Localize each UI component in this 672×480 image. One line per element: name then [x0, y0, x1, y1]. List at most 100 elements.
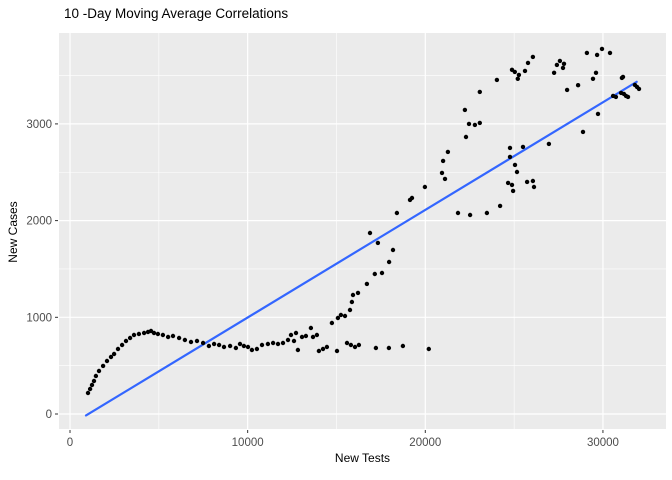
scatter-point	[551, 70, 557, 76]
plot-panel	[59, 33, 666, 429]
scatter-point	[379, 270, 385, 276]
scatter-point	[93, 373, 99, 379]
scatter-point	[422, 184, 428, 190]
x-tick-label: 30000	[587, 437, 619, 449]
scatter-point	[510, 188, 516, 194]
scatter-point	[472, 122, 478, 128]
scatter-point	[594, 52, 600, 58]
scatter-point	[522, 68, 528, 74]
scatter-point	[561, 61, 567, 66]
scatter-point	[584, 50, 590, 56]
scatter-point	[390, 247, 396, 253]
scatter-point	[160, 332, 166, 338]
scatter-point	[613, 94, 619, 100]
scatter-point	[497, 203, 503, 209]
scatter-point	[108, 354, 114, 360]
scatter-point	[546, 141, 552, 147]
scatter-point	[367, 230, 373, 236]
scatter-point	[334, 348, 340, 354]
scatter-point	[280, 340, 286, 346]
scatter-point	[344, 340, 350, 346]
x-axis-title: New Tests	[334, 451, 391, 465]
scatter-point	[85, 390, 91, 396]
scatter-point	[165, 334, 171, 340]
scatter-point	[440, 158, 446, 164]
scatter-point	[221, 344, 227, 350]
scatter-point	[625, 94, 631, 100]
scatter-point	[505, 180, 511, 186]
scatter-point	[155, 331, 161, 337]
scatter-point	[467, 212, 473, 218]
scatter-point	[394, 210, 400, 216]
scatter-point	[560, 65, 566, 71]
scatter-point	[170, 333, 176, 339]
scatter-point	[426, 346, 431, 352]
scatter-point	[352, 344, 358, 350]
x-tick-label: 0	[67, 437, 73, 449]
scatter-point	[575, 83, 581, 88]
scatter-point	[593, 70, 599, 76]
scatter-point	[356, 342, 362, 348]
scatter-point	[507, 154, 513, 160]
scatter-point	[136, 331, 142, 337]
scatter-point	[590, 76, 596, 82]
scatter-point	[507, 145, 513, 151]
scatter-point	[595, 111, 601, 117]
scatter-point	[375, 240, 381, 246]
scatter-point	[348, 342, 354, 348]
scatter-point	[620, 74, 626, 80]
scatter-point	[182, 337, 188, 343]
scatter-point	[188, 339, 194, 345]
scatter-point	[515, 76, 520, 82]
scatter-point	[100, 363, 106, 369]
scatter-point	[216, 342, 222, 348]
scatter-point	[87, 386, 93, 392]
scatter-point	[237, 341, 243, 347]
scatter-point	[338, 312, 344, 318]
scatter-point	[455, 210, 461, 216]
scatter-point	[288, 332, 294, 338]
scatter-point	[329, 320, 335, 326]
scatter-point	[386, 259, 392, 265]
scatter-point	[409, 195, 415, 201]
scatter-point	[227, 343, 233, 349]
scatter-point	[270, 340, 276, 346]
scatter-point	[477, 89, 482, 95]
scatter-point	[245, 344, 251, 350]
scatter-point	[557, 58, 563, 64]
scatter-point	[350, 292, 356, 298]
scatter-point	[484, 210, 490, 216]
scatter-point	[259, 342, 265, 348]
scatter-point	[512, 162, 518, 168]
scatter-point	[320, 346, 326, 352]
scatter-point	[400, 343, 406, 349]
trend-line	[84, 80, 638, 417]
scatter-point	[349, 299, 355, 305]
scatter-point	[265, 341, 271, 347]
scatter-point	[494, 77, 500, 83]
scatter-point	[285, 337, 291, 343]
y-tick-label: 0	[46, 409, 52, 421]
scatter-point	[194, 338, 200, 344]
scatter-point	[111, 351, 117, 357]
y-tick-label: 3000	[26, 119, 52, 131]
scatter-point	[463, 134, 469, 140]
scatter-point	[299, 334, 305, 340]
scatter-point	[308, 325, 314, 331]
scatter-point	[291, 338, 297, 344]
scatter-point	[131, 332, 137, 338]
x-tick-label: 20000	[409, 437, 441, 449]
scatter-point	[115, 346, 121, 352]
scatter-point	[342, 313, 348, 319]
scatter-point	[364, 281, 370, 287]
scatter-point	[151, 330, 157, 336]
scatter-point	[530, 178, 536, 184]
scatter-point	[295, 347, 301, 353]
scatter-point	[335, 315, 341, 321]
scatter-point	[462, 107, 468, 113]
scatter-point	[206, 343, 212, 349]
scatter-point	[514, 169, 520, 175]
scatter-point	[520, 144, 526, 150]
scatter-point	[141, 330, 147, 336]
